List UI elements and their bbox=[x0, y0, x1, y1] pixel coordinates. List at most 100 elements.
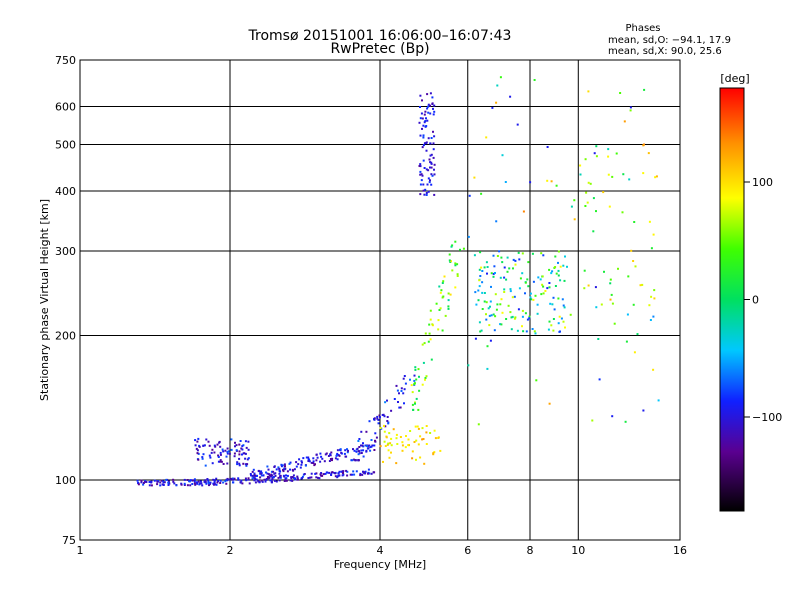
data-point bbox=[521, 315, 524, 318]
data-point bbox=[434, 437, 437, 440]
data-point bbox=[361, 473, 364, 476]
data-point bbox=[355, 450, 358, 453]
data-point bbox=[201, 456, 204, 459]
data-point bbox=[264, 480, 267, 483]
data-point bbox=[516, 329, 519, 332]
data-point bbox=[549, 302, 552, 305]
data-point bbox=[372, 444, 375, 447]
data-point bbox=[196, 449, 199, 452]
data-point bbox=[548, 286, 551, 289]
data-point bbox=[247, 477, 250, 480]
data-point bbox=[641, 283, 644, 286]
data-point bbox=[448, 259, 451, 262]
data-point bbox=[357, 459, 360, 462]
data-point bbox=[322, 473, 325, 476]
data-point bbox=[217, 460, 220, 463]
data-point bbox=[230, 477, 233, 480]
data-point bbox=[569, 313, 572, 316]
data-point bbox=[364, 470, 367, 473]
data-point bbox=[290, 476, 293, 479]
data-point bbox=[323, 460, 326, 463]
data-point bbox=[501, 154, 504, 157]
data-point bbox=[300, 463, 303, 466]
data-point bbox=[208, 454, 211, 457]
data-point bbox=[503, 291, 506, 293]
data-point bbox=[260, 472, 262, 475]
data-point bbox=[602, 191, 605, 194]
data-point bbox=[533, 79, 536, 81]
data-point bbox=[400, 387, 403, 390]
data-point bbox=[433, 135, 436, 138]
data-point bbox=[142, 482, 145, 484]
data-point bbox=[507, 304, 510, 307]
y-axis-label: Stationary phase Virtual Height [km] bbox=[38, 199, 51, 401]
data-point bbox=[253, 479, 256, 482]
data-point bbox=[624, 420, 627, 423]
data-point bbox=[607, 173, 610, 176]
colorbar-tick-label: 0 bbox=[752, 294, 759, 307]
data-point bbox=[224, 480, 227, 483]
data-point bbox=[196, 482, 199, 485]
data-point bbox=[235, 444, 238, 447]
data-point bbox=[386, 416, 389, 418]
data-point bbox=[379, 445, 382, 448]
data-point bbox=[611, 302, 614, 305]
data-point bbox=[613, 322, 616, 325]
data-point bbox=[584, 205, 587, 207]
data-point bbox=[489, 305, 491, 308]
data-point bbox=[268, 474, 271, 477]
data-point bbox=[191, 479, 194, 482]
data-point bbox=[447, 307, 450, 310]
data-point bbox=[238, 462, 241, 465]
data-point bbox=[423, 193, 426, 196]
data-point bbox=[226, 477, 229, 480]
data-point bbox=[427, 177, 430, 180]
data-point bbox=[579, 173, 582, 176]
data-point bbox=[240, 479, 243, 482]
data-point bbox=[266, 465, 269, 468]
data-point bbox=[419, 106, 421, 108]
data-point bbox=[384, 425, 387, 428]
data-point bbox=[296, 477, 299, 480]
data-point bbox=[175, 484, 178, 487]
data-point bbox=[532, 298, 535, 301]
data-point bbox=[562, 304, 565, 307]
data-point bbox=[345, 469, 348, 472]
data-point bbox=[583, 269, 586, 272]
data-point bbox=[240, 447, 243, 450]
data-point bbox=[395, 437, 398, 440]
data-point bbox=[422, 136, 425, 139]
data-point bbox=[417, 443, 420, 446]
data-point bbox=[603, 270, 605, 273]
data-point bbox=[510, 316, 513, 319]
chart-title: Tromsø 20151001 16:06:00–16:07:43 bbox=[248, 28, 512, 44]
data-point bbox=[633, 351, 636, 354]
data-point bbox=[338, 454, 341, 457]
data-point bbox=[594, 286, 597, 289]
data-point bbox=[213, 481, 216, 484]
data-point bbox=[294, 477, 297, 480]
data-point bbox=[425, 443, 428, 445]
data-point bbox=[532, 280, 535, 283]
data-point bbox=[425, 168, 428, 171]
data-point bbox=[270, 470, 273, 473]
data-points bbox=[136, 76, 660, 487]
data-point bbox=[419, 94, 422, 97]
data-point bbox=[413, 374, 416, 377]
data-point bbox=[331, 459, 333, 462]
data-point bbox=[447, 305, 450, 308]
data-point bbox=[213, 479, 216, 482]
data-point bbox=[196, 481, 198, 484]
data-point bbox=[438, 285, 441, 288]
data-point bbox=[251, 477, 254, 480]
data-point bbox=[261, 480, 264, 483]
data-point bbox=[247, 478, 250, 481]
data-point bbox=[539, 278, 542, 281]
data-point bbox=[336, 452, 339, 455]
data-point bbox=[418, 121, 421, 124]
data-point bbox=[283, 467, 286, 470]
data-point bbox=[251, 474, 254, 477]
data-point bbox=[542, 254, 545, 257]
data-point bbox=[403, 375, 406, 377]
data-point bbox=[423, 342, 426, 345]
